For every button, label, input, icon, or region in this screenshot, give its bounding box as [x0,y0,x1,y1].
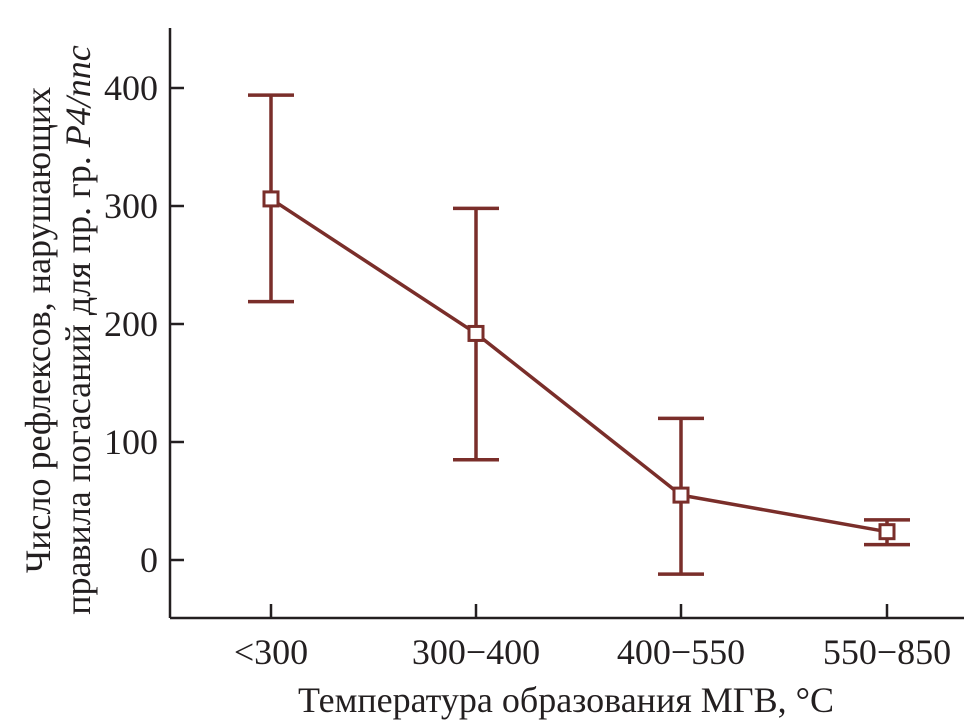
data-point-marker [878,523,896,541]
x-tick-label: 300−400 [412,632,540,672]
series-polyline [270,197,888,534]
y-axis-title-line2-prefix: правила погасаний для пр. гр. [58,147,98,615]
series-line [270,197,888,534]
x-tick-label: 400−550 [617,632,745,672]
y-tick-label: 300 [104,186,158,226]
y-axis-title-line2: правила погасаний для пр. гр. P4/nnc [58,45,98,615]
y-tick-label: 400 [104,68,158,108]
data-point-marker [262,190,280,208]
y-tick-label: 200 [104,304,158,344]
y-axis-title-line1: Число рефлексов, нарушающих [18,87,58,573]
data-point-marker [672,486,690,504]
y-tick-label: 100 [104,422,158,462]
x-tick-label: 550−850 [823,632,951,672]
y-tick-label: 0 [140,540,158,580]
x-axis-title: Температура образования МГВ, °C [298,680,834,720]
error-bars [248,93,910,576]
x-tick-label: <300 [234,632,308,672]
data-markers [262,190,896,541]
y-axis-ticks: 0 100 200 300 400 [104,68,184,580]
axes [168,28,964,620]
y-axis-title-line2-italic: P4/nnc [58,45,98,148]
x-axis-ticks: <300 300−400 400−550 550−850 [234,604,951,672]
data-point-marker [467,324,485,342]
